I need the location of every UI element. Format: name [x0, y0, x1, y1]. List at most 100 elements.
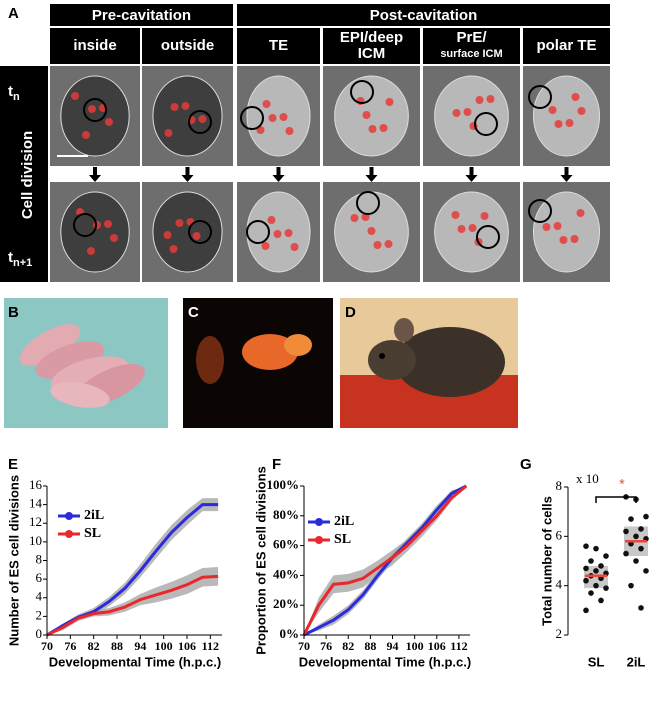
legend-marker	[315, 536, 323, 544]
panel-label: F	[272, 456, 281, 473]
arrow-head	[560, 175, 573, 182]
data-point	[588, 558, 594, 564]
x-tick-label: 82	[88, 639, 100, 653]
series-line	[303, 484, 467, 637]
nucleus	[82, 131, 90, 139]
y-tick-label: 14	[29, 496, 43, 511]
embryo	[334, 75, 409, 157]
tracked-cell	[246, 220, 270, 244]
nucleus	[548, 106, 557, 114]
y-tick-label: 4	[556, 577, 563, 592]
nucleus	[553, 222, 562, 230]
nucleus	[87, 247, 95, 255]
row-label: tn	[8, 83, 20, 103]
nucleus	[373, 241, 382, 249]
legend-label: 2iL	[334, 514, 354, 529]
x-tick-label: 94	[387, 639, 399, 653]
nucleus	[486, 95, 495, 103]
tracked-cell	[528, 199, 552, 223]
nucleus	[110, 234, 118, 242]
x-tick-label: 106	[178, 639, 196, 653]
x-axis-label: Developmental Time (h.p.c.)	[49, 654, 221, 669]
nucleus	[379, 124, 388, 132]
data-point	[598, 597, 604, 604]
y-tick-label: 0%	[280, 626, 300, 641]
nucleus	[192, 232, 201, 240]
data-point	[583, 543, 589, 549]
legend-label: SL	[84, 526, 101, 541]
y-tick-label: 10	[29, 533, 42, 548]
data-point	[588, 590, 594, 596]
data-point	[638, 605, 644, 611]
nucleus	[267, 216, 276, 224]
y-tick-label: 6	[556, 527, 563, 542]
x-tick-label: 70	[41, 639, 53, 653]
nucleus	[273, 230, 282, 238]
legend-label: 2iL	[84, 508, 104, 523]
x-tick-label: 100	[155, 639, 173, 653]
tracked-cell	[474, 112, 498, 136]
legend-label: SL	[334, 532, 351, 547]
nucleus	[163, 231, 172, 239]
column-header-bg	[423, 28, 520, 64]
nucleus	[164, 129, 173, 137]
data-point	[593, 545, 599, 552]
nucleus	[542, 223, 551, 231]
column-header-bg	[142, 28, 233, 64]
significance-mark: *	[619, 476, 625, 492]
data-point	[603, 585, 609, 591]
photo-c	[183, 298, 333, 428]
tracked-cell	[188, 110, 212, 134]
nucleus	[570, 235, 579, 243]
panel-label: G	[520, 456, 532, 473]
arrow-head	[181, 175, 194, 182]
x-tick-label: 76	[64, 639, 76, 653]
y-tick-label: 2	[36, 607, 43, 622]
group-header: Pre-cavitation	[92, 7, 191, 24]
nucleus	[181, 102, 190, 110]
x-tick-label: 112	[202, 639, 219, 653]
tracked-cell	[240, 106, 264, 130]
data-point	[593, 568, 599, 574]
tracked-cell	[476, 225, 500, 249]
nucleus	[105, 118, 113, 126]
nucleus	[559, 236, 568, 244]
nucleus	[175, 219, 184, 227]
panel-label: C	[188, 304, 199, 321]
data-point	[583, 565, 589, 572]
nucleus	[480, 212, 489, 220]
data-point	[623, 550, 629, 557]
y-tick-label: 60%	[273, 537, 299, 552]
series-line	[46, 503, 219, 637]
y-tick-label: 40%	[273, 566, 299, 581]
nucleus	[198, 115, 207, 123]
row-label-sub: n	[13, 91, 20, 103]
nucleus	[385, 98, 394, 106]
embryo	[246, 75, 311, 157]
legend-marker	[315, 518, 323, 526]
nucleus	[463, 108, 472, 116]
x-tick-label: 112	[450, 639, 467, 653]
tracked-cell	[350, 80, 374, 104]
y-tick-label: 20%	[273, 596, 299, 611]
embryo	[60, 75, 130, 157]
nucleus	[565, 119, 574, 127]
data-point	[638, 526, 644, 532]
embryo	[60, 191, 130, 273]
legend-marker	[65, 530, 73, 538]
row-label-base: t	[8, 83, 13, 100]
y-tick-label: 8	[36, 551, 43, 566]
photo-d	[340, 298, 518, 428]
data-point	[583, 607, 589, 614]
column-header-bg	[523, 28, 610, 64]
x-tick-label: 2iL	[627, 654, 646, 669]
tracked-cell	[188, 220, 212, 244]
x-tick-label: 70	[298, 639, 310, 653]
panel-label: D	[345, 304, 356, 321]
nucleus	[384, 240, 393, 248]
y-tick-label: 0	[36, 626, 43, 641]
embryo	[532, 75, 601, 157]
nucleus	[571, 93, 580, 101]
data-point	[643, 513, 649, 520]
series-line	[302, 484, 468, 636]
